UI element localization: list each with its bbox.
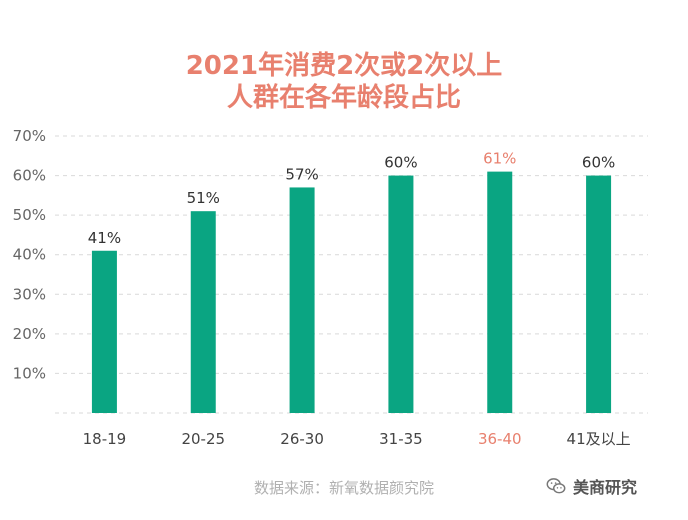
bar — [289, 187, 315, 413]
y-tick-label: 60% — [13, 167, 46, 185]
data-label: 60% — [582, 154, 615, 172]
x-tick-label: 20-25 — [181, 430, 225, 448]
bar — [91, 250, 117, 413]
y-tick-label: 70% — [13, 127, 46, 145]
data-label: 41% — [88, 229, 121, 247]
bar — [487, 171, 513, 413]
watermark-text: 美商研究 — [573, 478, 638, 497]
x-tick-label: 31-35 — [379, 430, 423, 448]
y-tick-label: 50% — [13, 206, 46, 224]
chart-title-line2: 人群在各年龄段占比 — [226, 83, 461, 113]
chart-title-line1: 2021年消费2次或2次以上 — [185, 51, 503, 81]
data-label: 60% — [384, 154, 417, 172]
x-tick-label: 41及以上 — [567, 430, 631, 448]
bar — [388, 175, 414, 413]
wechat-icon — [546, 478, 566, 494]
x-tick-label: 36-40 — [478, 430, 522, 448]
x-tick-label: 18-19 — [83, 430, 127, 448]
data-source: 数据来源：新氧数据颜究院 — [253, 479, 434, 497]
bar — [190, 211, 216, 413]
data-label: 57% — [285, 165, 318, 183]
y-tick-label: 10% — [13, 364, 46, 382]
x-tick-label: 26-30 — [280, 430, 324, 448]
data-label: 51% — [187, 189, 220, 207]
y-tick-label: 30% — [13, 285, 46, 303]
watermark: 美商研究 — [545, 474, 637, 498]
y-tick-label: 20% — [13, 325, 46, 343]
data-label: 61% — [483, 150, 516, 168]
bar — [586, 175, 612, 413]
y-tick-label: 40% — [13, 246, 46, 264]
